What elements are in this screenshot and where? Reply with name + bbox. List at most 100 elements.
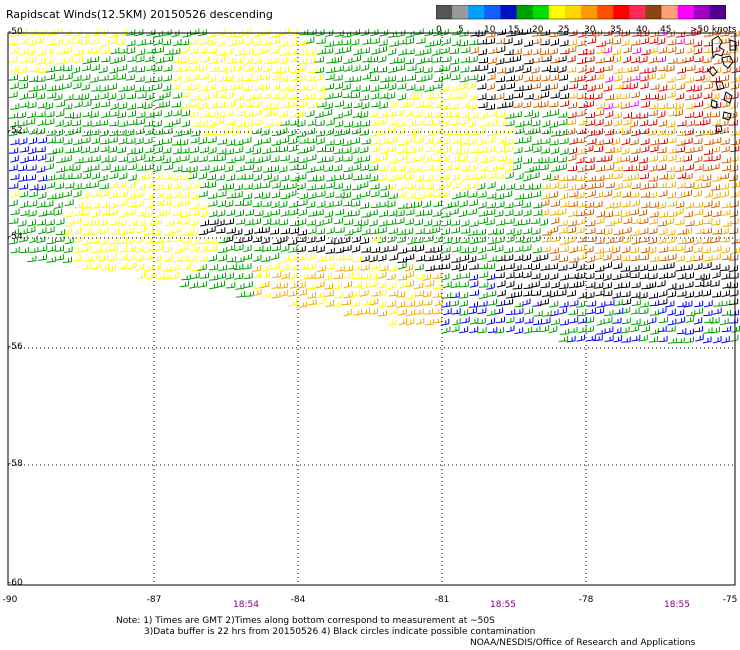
wind-barb xyxy=(595,217,605,225)
wind-barb xyxy=(722,281,732,289)
wind-barb xyxy=(515,172,524,181)
wind-barb xyxy=(432,155,442,162)
wind-barb xyxy=(171,139,181,146)
wind-barb xyxy=(163,236,173,243)
wind-barb xyxy=(17,66,27,74)
wind-barb xyxy=(227,263,237,270)
wind-barb xyxy=(144,55,154,63)
wind-barb xyxy=(459,82,469,90)
wind-barb xyxy=(640,191,651,198)
wind-barb xyxy=(666,128,676,136)
wind-barb xyxy=(162,74,172,82)
wind-barb xyxy=(675,265,685,272)
wind-barb xyxy=(728,298,739,306)
wind-barb xyxy=(613,282,623,290)
wind-barb xyxy=(20,156,29,164)
wind-barb xyxy=(729,309,740,316)
wind-barb xyxy=(479,120,489,127)
wind-barb xyxy=(359,146,369,154)
wind-barb xyxy=(613,217,623,225)
wind-barb xyxy=(702,47,713,54)
wind-barb xyxy=(243,127,252,134)
wind-barb xyxy=(513,38,523,46)
wind-barb xyxy=(647,281,657,289)
wind-barb xyxy=(479,64,489,72)
wind-barb xyxy=(333,282,342,290)
wind-barb xyxy=(359,164,369,171)
wind-barb xyxy=(657,325,667,333)
wind-barb xyxy=(522,174,532,182)
colorbar-swatch xyxy=(709,5,727,19)
wind-barb xyxy=(683,137,693,145)
wind-barb xyxy=(351,193,361,200)
wind-barb xyxy=(108,73,118,81)
wind-barb xyxy=(585,208,595,216)
wind-barb xyxy=(704,138,714,146)
wind-barb xyxy=(407,64,417,72)
wind-barb xyxy=(603,119,613,127)
wind-barb xyxy=(422,200,431,208)
wind-barb xyxy=(405,93,415,101)
wind-barb xyxy=(541,192,550,200)
wind-barb xyxy=(713,307,722,315)
wind-barb xyxy=(324,201,334,208)
wind-barb xyxy=(71,112,81,119)
wind-barb xyxy=(271,282,281,289)
wind-barb xyxy=(172,39,182,47)
wind-barb xyxy=(720,190,730,198)
wind-barb xyxy=(423,111,432,119)
wind-barb xyxy=(188,110,199,118)
wind-barb xyxy=(720,82,729,90)
wind-barb xyxy=(658,228,668,236)
colorbar-label: 5 xyxy=(458,25,464,35)
wind-barb xyxy=(261,46,271,54)
wind-barb xyxy=(333,39,343,46)
wind-barb xyxy=(514,271,524,279)
wind-barb xyxy=(233,31,244,38)
wind-barb xyxy=(486,273,496,281)
wind-barb xyxy=(451,226,460,234)
wind-barb xyxy=(701,273,710,281)
wind-barb xyxy=(603,84,613,92)
wind-barb xyxy=(260,181,271,189)
wind-barb xyxy=(533,101,542,108)
wind-barb xyxy=(684,38,695,45)
wind-barb xyxy=(522,157,532,164)
wind-barb xyxy=(558,255,569,263)
wind-barb xyxy=(675,93,685,100)
wind-barb xyxy=(478,281,489,288)
wind-barb xyxy=(693,246,703,253)
wind-barb xyxy=(8,91,18,99)
wind-barb xyxy=(181,218,191,225)
wind-barb xyxy=(459,300,468,307)
wind-barb xyxy=(630,74,641,81)
wind-barb xyxy=(361,173,371,180)
wind-barb xyxy=(684,111,695,118)
wind-barb xyxy=(109,238,119,245)
wind-barb xyxy=(712,154,721,162)
wind-barb xyxy=(396,184,407,191)
wind-barb xyxy=(504,101,514,108)
wind-barb xyxy=(342,102,352,109)
wind-barb xyxy=(451,137,461,144)
wind-barb xyxy=(26,56,37,63)
colorbar-swatch xyxy=(532,5,550,19)
wind-barb xyxy=(269,175,279,182)
wind-barb xyxy=(271,31,281,38)
wind-barb xyxy=(532,318,542,326)
wind-barb xyxy=(721,309,731,316)
wind-barb xyxy=(388,209,398,217)
wind-barb xyxy=(703,210,712,218)
colorbar-label: 35 xyxy=(610,25,622,35)
wind-barb xyxy=(260,255,271,262)
wind-barb xyxy=(631,291,641,299)
wind-barb xyxy=(494,245,504,253)
colorbar-label: 30 xyxy=(584,25,596,35)
wind-barb xyxy=(326,227,335,235)
wind-barb xyxy=(324,210,333,218)
wind-barb xyxy=(108,83,117,91)
wind-barb xyxy=(153,173,163,180)
wind-barb xyxy=(405,318,415,326)
wind-barb xyxy=(162,137,172,145)
wind-barb xyxy=(361,228,371,236)
